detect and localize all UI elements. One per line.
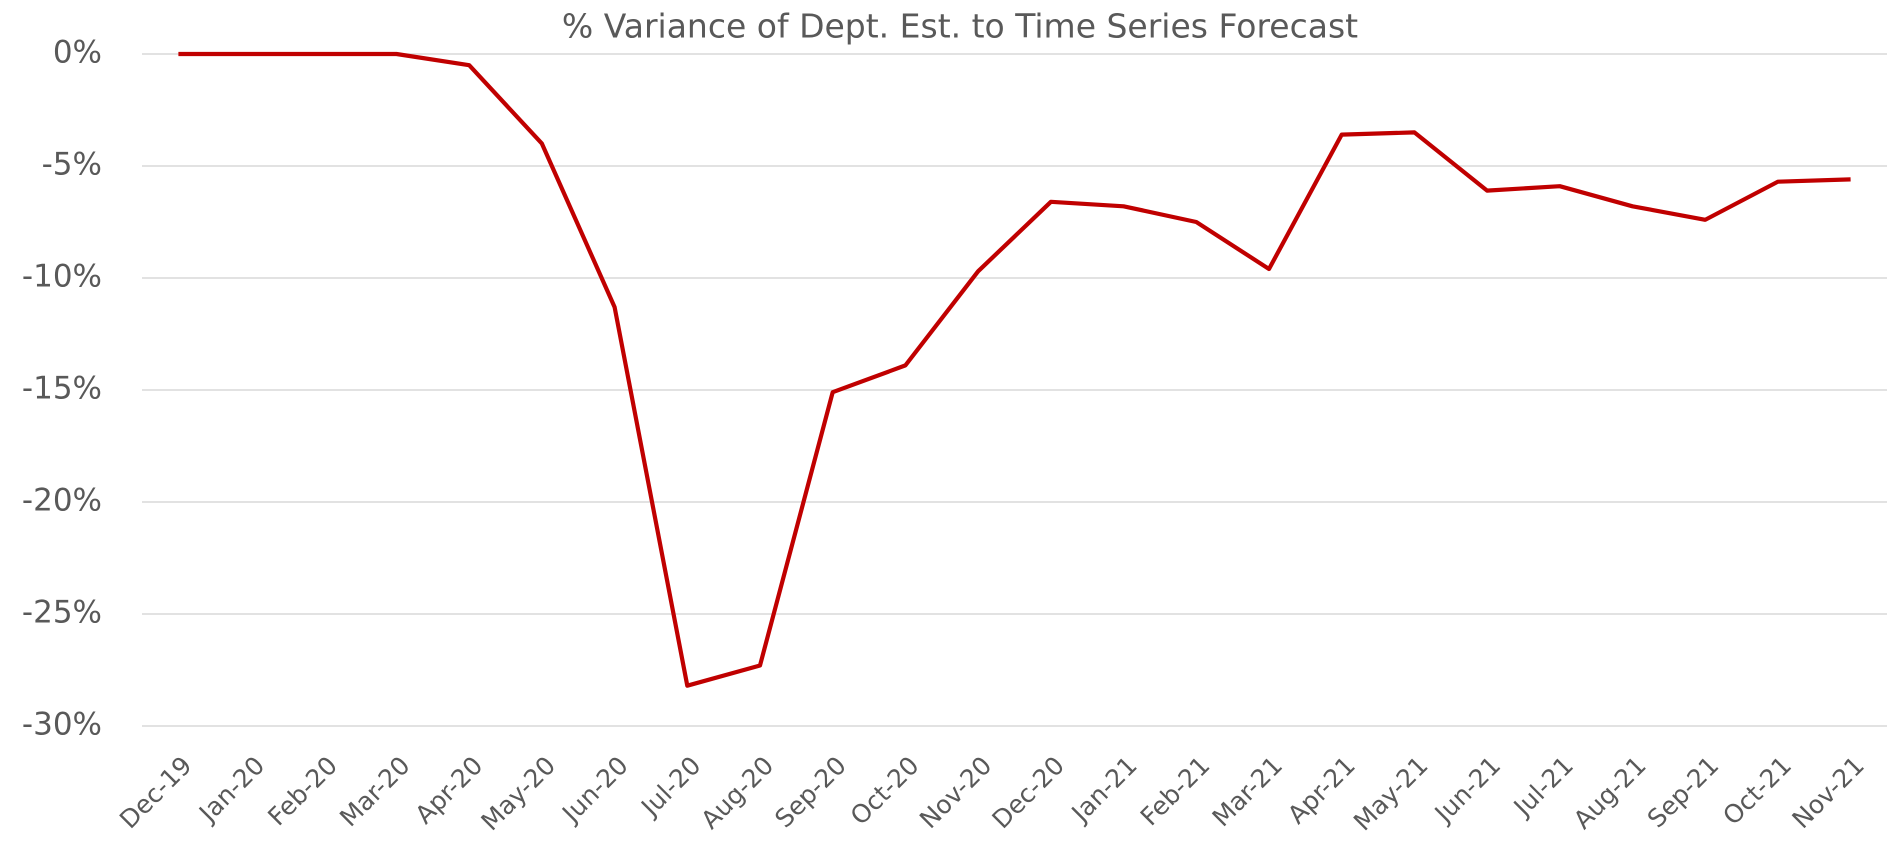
y-tick-label: -15%: [22, 371, 102, 407]
y-tick-label: -25%: [22, 595, 102, 631]
y-tick-label: -10%: [22, 259, 102, 295]
y-tick-label: 0%: [53, 35, 102, 71]
y-tick-label: -5%: [42, 147, 102, 183]
chart-title: % Variance of Dept. Est. to Time Series …: [562, 7, 1358, 46]
y-tick-label: -20%: [22, 483, 102, 519]
data-line: [178, 51, 1851, 688]
y-tick-label: -30%: [22, 707, 102, 743]
